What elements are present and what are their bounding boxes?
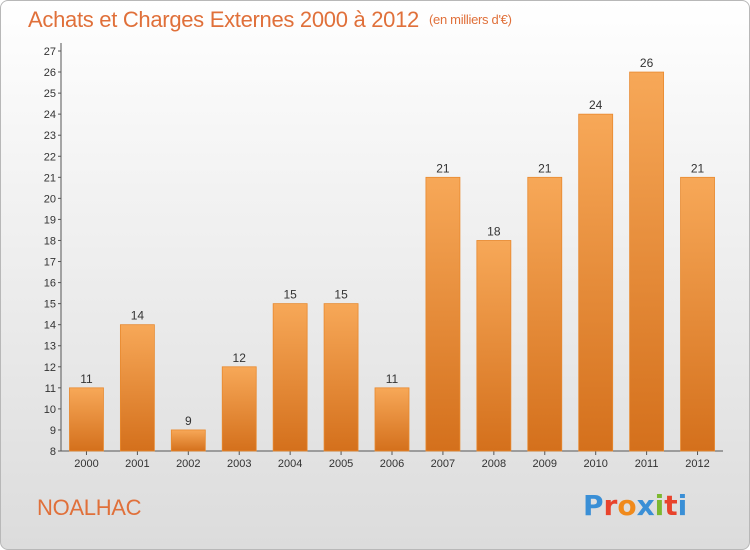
bar-value-label: 18 — [487, 224, 501, 238]
y-tick-label: 11 — [45, 383, 56, 395]
bar — [527, 176, 563, 452]
bar — [221, 366, 257, 452]
y-tick-label: 24 — [44, 109, 56, 121]
bar — [374, 387, 410, 452]
x-tick-label: 2004 — [278, 458, 302, 470]
bar — [680, 176, 715, 452]
y-tick-label: 14 — [44, 320, 56, 332]
bar-value-label: 26 — [640, 56, 654, 70]
chart-title: Achats et Charges Externes 2000 à 2012 (e… — [28, 7, 512, 33]
y-tick-label: 23 — [44, 130, 56, 142]
bar-value-label: 21 — [436, 161, 450, 175]
bar-value-label: 24 — [589, 98, 603, 112]
bar — [272, 303, 308, 452]
bar — [170, 429, 206, 452]
bar — [629, 71, 665, 452]
y-tick-label: 8 — [50, 446, 56, 458]
x-tick-label: 2005 — [329, 458, 353, 470]
y-tick-label: 9 — [50, 425, 56, 437]
x-tick-label: 2006 — [380, 458, 404, 470]
bar — [119, 324, 155, 452]
y-tick-label: 15 — [44, 299, 56, 311]
logo-letter: x — [636, 489, 655, 522]
proxiti-logo: Proxiti — [583, 489, 687, 522]
x-tick-label: 2008 — [482, 458, 506, 470]
x-tick-label: 2007 — [431, 458, 455, 470]
bar — [578, 113, 614, 452]
y-tick-label: 18 — [44, 235, 56, 247]
bar-value-label: 14 — [131, 309, 145, 323]
bar-value-label: 21 — [691, 161, 705, 175]
x-tick-label: 2010 — [583, 458, 607, 470]
y-tick-label: 17 — [44, 257, 56, 269]
x-tick-label: 2012 — [685, 458, 709, 470]
logo-letter: r — [603, 489, 618, 522]
y-tick-label: 25 — [44, 88, 56, 100]
bar-value-label: 21 — [538, 161, 552, 175]
y-tick-label: 26 — [44, 67, 56, 79]
y-tick-label: 12 — [44, 362, 56, 374]
bar — [476, 240, 512, 452]
title-unit: (en milliers d'€) — [428, 12, 512, 27]
bar-value-label: 11 — [80, 372, 93, 386]
x-tick-label: 2001 — [125, 458, 149, 470]
y-tick-label: 27 — [44, 46, 56, 58]
bar-value-label: 15 — [283, 288, 297, 302]
title-text: Achats et Charges Externes 2000 à 2012 — [28, 7, 419, 32]
logo-letter: i — [677, 489, 688, 522]
y-tick-label: 22 — [44, 151, 56, 163]
x-tick-label: 2002 — [176, 458, 200, 470]
x-tick-label: 2000 — [74, 458, 98, 470]
bar-value-label: 12 — [233, 351, 247, 365]
x-tick-label: 2009 — [533, 458, 557, 470]
y-tick-label: 10 — [44, 404, 56, 416]
logo-letter: i — [654, 489, 665, 522]
x-tick-label: 2003 — [227, 458, 251, 470]
bar — [323, 303, 359, 452]
y-tick-label: 20 — [44, 193, 56, 205]
bar — [425, 176, 461, 452]
bar-value-label: 15 — [334, 288, 348, 302]
bar — [69, 387, 104, 452]
bar-value-label: 9 — [185, 414, 192, 428]
logo-letter: t — [664, 489, 678, 522]
bar-value-label: 11 — [386, 372, 399, 386]
logo-letter: P — [583, 489, 604, 522]
commune-name: NOALHAC — [37, 495, 142, 520]
y-tick-label: 13 — [44, 341, 56, 353]
y-tick-label: 19 — [44, 214, 56, 226]
x-tick-label: 2011 — [635, 458, 659, 470]
y-tick-label: 21 — [44, 172, 56, 184]
logo-letter: o — [617, 489, 637, 522]
y-tick-label: 16 — [44, 278, 56, 290]
